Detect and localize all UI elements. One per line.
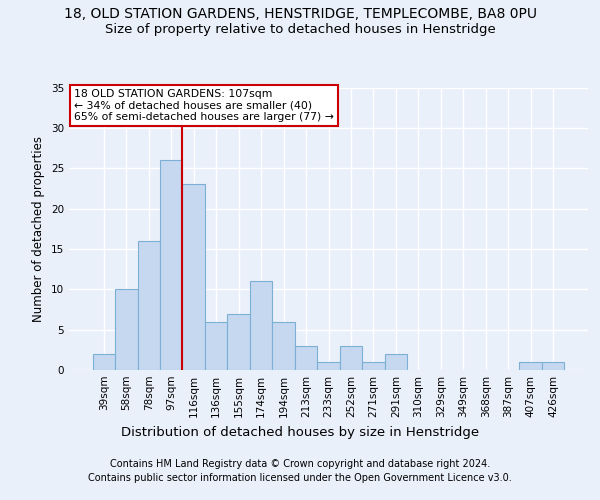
Bar [272, 322, 295, 370]
Bar [542, 362, 565, 370]
Bar [362, 362, 385, 370]
Bar [92, 354, 115, 370]
Text: Contains HM Land Registry data © Crown copyright and database right 2024.: Contains HM Land Registry data © Crown c… [110, 459, 490, 469]
Bar [182, 184, 205, 370]
Bar [205, 322, 227, 370]
Text: Size of property relative to detached houses in Henstridge: Size of property relative to detached ho… [104, 22, 496, 36]
Y-axis label: Number of detached properties: Number of detached properties [32, 136, 46, 322]
Bar [340, 346, 362, 370]
Bar [227, 314, 250, 370]
Text: Contains public sector information licensed under the Open Government Licence v3: Contains public sector information licen… [88, 473, 512, 483]
Bar [160, 160, 182, 370]
Bar [317, 362, 340, 370]
Bar [295, 346, 317, 370]
Bar [250, 281, 272, 370]
Bar [520, 362, 542, 370]
Text: Distribution of detached houses by size in Henstridge: Distribution of detached houses by size … [121, 426, 479, 439]
Bar [137, 241, 160, 370]
Text: 18, OLD STATION GARDENS, HENSTRIDGE, TEMPLECOMBE, BA8 0PU: 18, OLD STATION GARDENS, HENSTRIDGE, TEM… [64, 8, 536, 22]
Text: 18 OLD STATION GARDENS: 107sqm
← 34% of detached houses are smaller (40)
65% of : 18 OLD STATION GARDENS: 107sqm ← 34% of … [74, 89, 334, 122]
Bar [385, 354, 407, 370]
Bar [115, 290, 137, 370]
